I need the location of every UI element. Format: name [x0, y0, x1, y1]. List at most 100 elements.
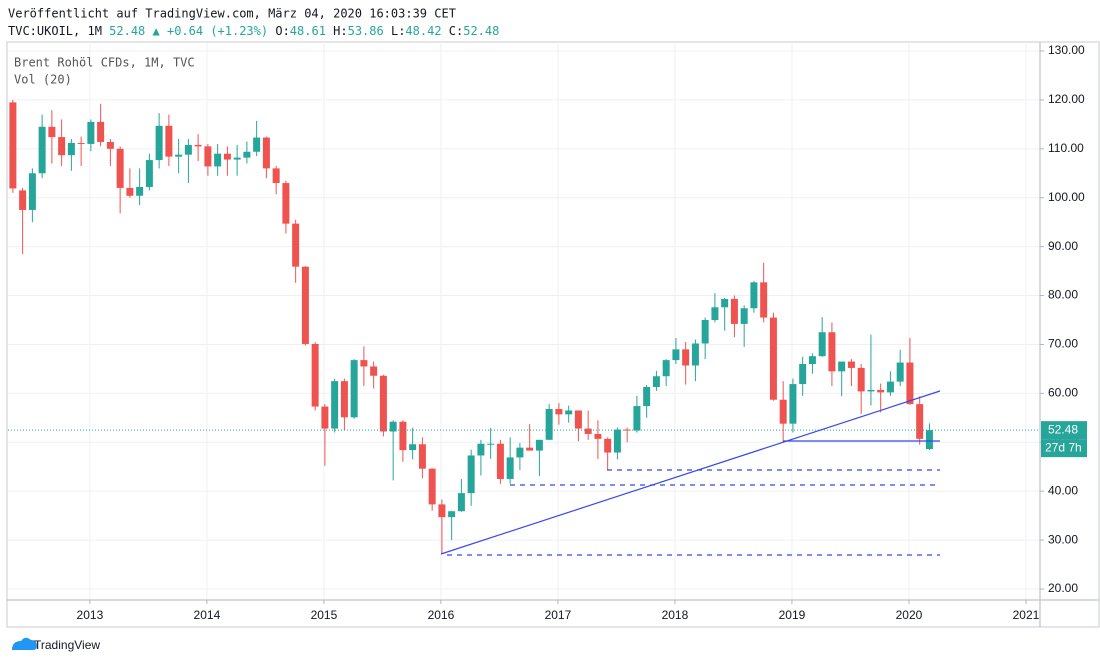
candle-body: [623, 429, 631, 431]
candle-body: [555, 409, 563, 415]
candle-body: [204, 146, 212, 167]
candle-body: [496, 443, 504, 479]
drawings: [440, 390, 941, 556]
candle-body: [477, 443, 485, 456]
candle-body: [331, 381, 339, 429]
candle-body: [136, 186, 144, 196]
candle-body: [877, 389, 885, 393]
l-label: L:: [391, 24, 405, 38]
candle-body: [847, 361, 855, 368]
candle-body: [516, 447, 524, 458]
candle-body: [526, 447, 534, 451]
candle-body: [535, 439, 543, 451]
y-tick-label: 130.00: [1048, 43, 1085, 57]
published-note: Veröffentlicht auf TradingView.com, März…: [8, 7, 456, 21]
candle-body: [701, 319, 709, 344]
change: ▲ +0.64 (+1.23%): [153, 24, 269, 38]
candle-body: [506, 457, 514, 479]
candle-body: [867, 389, 875, 392]
symbol-line: TVC:UKOIL, 1M 52.48 ▲ +0.64 (+1.23%) O:4…: [8, 24, 499, 38]
candle-body: [262, 137, 270, 169]
candle-body: [48, 126, 56, 138]
candle-body: [28, 173, 36, 210]
last-price-box: [1041, 421, 1087, 440]
candles: [8, 99, 1040, 555]
candle-body: [253, 137, 261, 152]
candle-body: [145, 160, 153, 187]
candle-body: [155, 125, 163, 161]
x-tick-label: 2016: [428, 608, 455, 622]
candle-body: [769, 317, 777, 400]
candle-body: [828, 332, 836, 372]
candle-body: [613, 429, 621, 453]
candle-body: [409, 444, 417, 451]
candle-body: [77, 142, 85, 144]
candle-body: [691, 343, 699, 366]
legend-series: Brent Rohöl CFDs, 1M, TVC: [14, 56, 195, 70]
c-label: C:: [449, 24, 463, 38]
x-tick-label: 2019: [779, 608, 806, 622]
candle-body: [243, 151, 251, 158]
x-tick-label: 2014: [194, 608, 221, 622]
y-tick-label: 60.00: [1048, 386, 1078, 400]
candle-body: [58, 137, 66, 156]
y-tick-label: 80.00: [1048, 288, 1078, 302]
candle-body: [321, 406, 329, 429]
h-label: H:: [333, 24, 347, 38]
y-tick-label: 120.00: [1048, 92, 1085, 106]
candle-body: [214, 153, 222, 167]
candle-body: [67, 142, 75, 156]
symbol: TVC:UKOIL, 1M: [8, 24, 102, 38]
candle-body: [126, 187, 134, 196]
candle-body: [438, 504, 446, 518]
candle-body: [565, 410, 573, 415]
x-tick-label: 2020: [896, 608, 923, 622]
candle-body: [916, 404, 924, 439]
l-value: 48.42: [405, 24, 441, 38]
candle-body: [750, 282, 758, 309]
last-price-label: 52.48: [1048, 422, 1078, 436]
y-tick-label: 20.00: [1048, 581, 1078, 595]
candle-body: [292, 223, 300, 267]
y-tick-label: 90.00: [1048, 239, 1078, 253]
candle-body: [9, 102, 17, 189]
candle-body: [116, 148, 124, 188]
candle-body: [594, 433, 602, 439]
candle-body: [886, 381, 894, 393]
candle-body: [165, 125, 173, 157]
h-value: 53.86: [348, 24, 384, 38]
y-tick-label: 110.00: [1048, 141, 1084, 155]
candle-body: [457, 493, 465, 512]
trend-line: [440, 390, 941, 555]
candle-body: [857, 367, 865, 392]
candle-body: [818, 332, 826, 357]
candle-body: [399, 421, 407, 451]
grid: [8, 42, 1040, 600]
logo-icon: [12, 637, 37, 650]
candle-body: [721, 298, 729, 308]
y-tick-label: 40.00: [1048, 483, 1078, 497]
candle-body: [194, 144, 202, 147]
candle-body: [574, 410, 582, 429]
candle-body: [672, 349, 680, 361]
candle-body: [760, 282, 768, 318]
candle-body: [662, 360, 670, 377]
candle-body: [838, 361, 846, 372]
candle-body: [448, 511, 456, 518]
y-tick-label: 30.00: [1048, 532, 1078, 546]
candle-body: [184, 144, 192, 155]
x-tick-label: 2013: [77, 608, 104, 622]
x-tick-label: 2015: [311, 608, 338, 622]
x-tick-label: 2017: [545, 608, 572, 622]
candle-body: [233, 157, 241, 160]
o-value: 48.61: [290, 24, 326, 38]
countdown-label: 27d 7h: [1045, 440, 1082, 454]
x-tick-label: 2021: [1013, 608, 1040, 622]
candle-body: [799, 364, 807, 385]
frame: [6, 41, 1100, 628]
candle-body: [740, 308, 748, 324]
candle-body: [350, 360, 358, 418]
legend-indicator: Vol (20): [14, 73, 72, 87]
candle-body: [389, 421, 397, 432]
